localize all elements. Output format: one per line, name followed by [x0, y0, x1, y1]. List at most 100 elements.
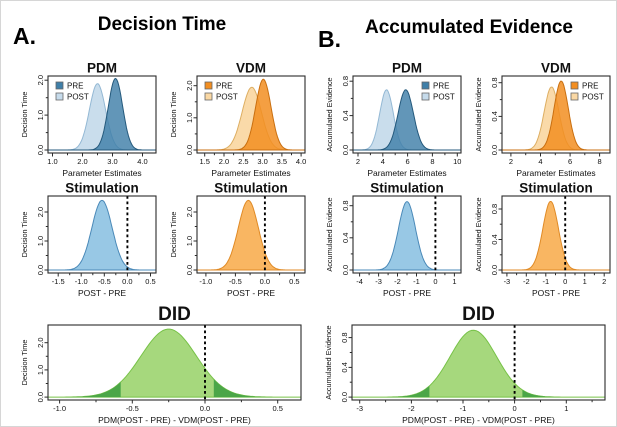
plot-a-stimulation-vdm: -1.0 -0.5 0.0 0.5 0.0 1.0 2.0 POST - PRE Decisio…	[162, 181, 311, 300]
b-stim-pdm-svg: -4 -3 -2 -1 0 1 0.0 0.4 0.8 POST - PRE Accumulated…	[325, 181, 462, 298]
legend-label: POST	[67, 93, 89, 102]
x-axis-tick-labels: 1.0 2.0 3.0 4.0	[47, 157, 147, 166]
x-axis-tick-labels: 2 4 6 8 10	[356, 157, 462, 166]
x-axis-tick-labels: 2 4 6 8	[509, 157, 602, 166]
svg-text:0.8: 0.8	[340, 332, 349, 342]
x-axis-tick-labels: -1.5 -1.0 -0.5 0.0 0.5	[52, 277, 156, 286]
x-axis-tick-labels: -1.0 -0.5 0.0 0.5	[53, 404, 283, 413]
b-did-svg: -3 -2 -1 0 1 0.0 0.4 0.8 PDM(POST - PRE) - VDM(P…	[324, 304, 606, 425]
legend-label: PRE	[433, 82, 449, 91]
svg-text:0.0: 0.0	[490, 265, 499, 275]
x-axis-ticks	[359, 400, 593, 404]
svg-text:0.0: 0.0	[185, 265, 194, 275]
legend-swatch-post	[421, 92, 430, 101]
svg-text:1: 1	[452, 277, 456, 286]
svg-text:0.0: 0.0	[122, 277, 132, 286]
y-axis-ticks	[193, 211, 197, 271]
svg-text:3.5: 3.5	[277, 157, 287, 166]
svg-text:4: 4	[538, 157, 542, 166]
legend-swatch-post	[204, 92, 213, 101]
density-post - pre	[197, 199, 305, 271]
y-axis-ticks	[193, 85, 197, 151]
y-axis-ticks	[498, 208, 502, 271]
x-axis-ticks	[204, 153, 302, 157]
y-axis-tick-labels: 0.0 1.0 2.0	[185, 80, 194, 155]
legend-label: PRE	[582, 82, 598, 91]
density-curves	[502, 80, 610, 151]
plot-b-stimulation-vdm: -3 -2 -1 0 1 2 0.0 0.4 0.8 POST - PRE Accumulated …	[467, 181, 616, 300]
legend-swatch-pre	[55, 81, 64, 90]
b-stim-vdm-svg: -3 -2 -1 0 1 2 0.0 0.4 0.8 POST - PRE Accumulated …	[474, 181, 611, 298]
svg-text:1.0: 1.0	[185, 236, 194, 246]
x-axis-label: PDM(POST - PRE) - VDM(POST - PRE)	[98, 415, 251, 425]
svg-text:0.5: 0.5	[289, 277, 299, 286]
y-axis-tick-labels: 0.0 1.0 2.0	[36, 337, 45, 402]
plot-a-vdm: 1.5 2.0 2.5 3.0 3.5 4.0 0.0 1.0 2.0 Parameter Est…	[162, 61, 311, 180]
x-axis-ticks	[57, 273, 151, 277]
legend-swatch-post	[55, 92, 64, 101]
svg-text:2: 2	[356, 157, 360, 166]
legend: PRE POST	[55, 81, 89, 102]
x-axis-label: POST - PRE	[78, 288, 126, 298]
legend: PRE POST	[570, 82, 604, 102]
legend-label: POST	[582, 93, 604, 102]
plot-title: Stimulation	[65, 181, 139, 196]
legend-label: PRE	[216, 82, 232, 91]
svg-text:-1.0: -1.0	[199, 277, 212, 286]
svg-text:-1.5: -1.5	[52, 277, 65, 286]
density-did	[48, 328, 301, 398]
y-axis-tick-labels: 0.0 0.4 0.8	[490, 204, 499, 275]
svg-text:4.0: 4.0	[137, 157, 147, 166]
x-axis-label: POST - PRE	[227, 288, 275, 298]
plot-title: PDM	[87, 61, 117, 76]
svg-text:0.0: 0.0	[36, 392, 45, 402]
tail-right	[213, 379, 301, 398]
plot-title: Stimulation	[214, 181, 288, 196]
y-axis-label: Decision Time	[20, 212, 29, 258]
svg-text:0.4: 0.4	[340, 362, 349, 372]
svg-text:0.0: 0.0	[341, 265, 350, 275]
svg-text:4.0: 4.0	[296, 157, 306, 166]
density-curves	[197, 78, 305, 151]
svg-text:3.0: 3.0	[257, 157, 267, 166]
svg-text:1.0: 1.0	[36, 236, 45, 246]
density-curves	[353, 89, 461, 151]
svg-text:0.8: 0.8	[490, 204, 499, 214]
density-curves	[48, 328, 301, 398]
x-axis-label: POST - PRE	[532, 288, 580, 298]
svg-text:-1: -1	[542, 277, 549, 286]
svg-text:1: 1	[564, 404, 568, 413]
svg-text:1.0: 1.0	[36, 365, 45, 375]
plot-box	[196, 75, 306, 154]
tail-left	[48, 382, 121, 398]
svg-text:0.0: 0.0	[341, 145, 350, 155]
svg-text:2.0: 2.0	[36, 75, 45, 85]
x-axis-ticks	[205, 273, 295, 277]
svg-text:0.8: 0.8	[341, 76, 350, 86]
x-axis-ticks	[506, 273, 605, 277]
plot-box	[351, 324, 606, 401]
svg-text:0.4: 0.4	[341, 233, 350, 243]
x-axis-ticks	[59, 400, 279, 404]
x-axis-ticks	[52, 153, 143, 157]
svg-text:2.0: 2.0	[77, 157, 87, 166]
svg-text:-3: -3	[504, 277, 511, 286]
density-pre	[197, 78, 305, 151]
a-stim-pdm-svg: -1.5 -1.0 -0.5 0.0 0.5 0.0 1.0 2.0 POST - PRE Dec…	[20, 181, 157, 298]
tail-right	[522, 389, 605, 398]
svg-text:0.0: 0.0	[36, 145, 45, 155]
x-axis-ticks	[510, 153, 601, 157]
svg-text:0.4: 0.4	[490, 111, 499, 121]
x-axis-label: Parameter Estimates	[62, 168, 141, 178]
y-axis-tick-labels: 0.0 1.0 2.0	[36, 207, 45, 275]
y-axis-tick-labels: 0.0 0.4 0.8	[341, 76, 350, 155]
svg-text:2.0: 2.0	[185, 80, 194, 90]
plot-title: DID	[462, 304, 495, 325]
y-axis-ticks	[44, 79, 48, 151]
density-post - pre	[48, 199, 156, 271]
plot-b-did: -3 -2 -1 0 1 0.0 0.4 0.8 PDM(POST - PRE) - VDM(P…	[317, 304, 615, 426]
y-axis-ticks	[349, 205, 353, 271]
plot-title: VDM	[541, 61, 571, 76]
legend-swatch-pre	[204, 81, 213, 90]
x-axis-label: Parameter Estimates	[516, 168, 595, 178]
